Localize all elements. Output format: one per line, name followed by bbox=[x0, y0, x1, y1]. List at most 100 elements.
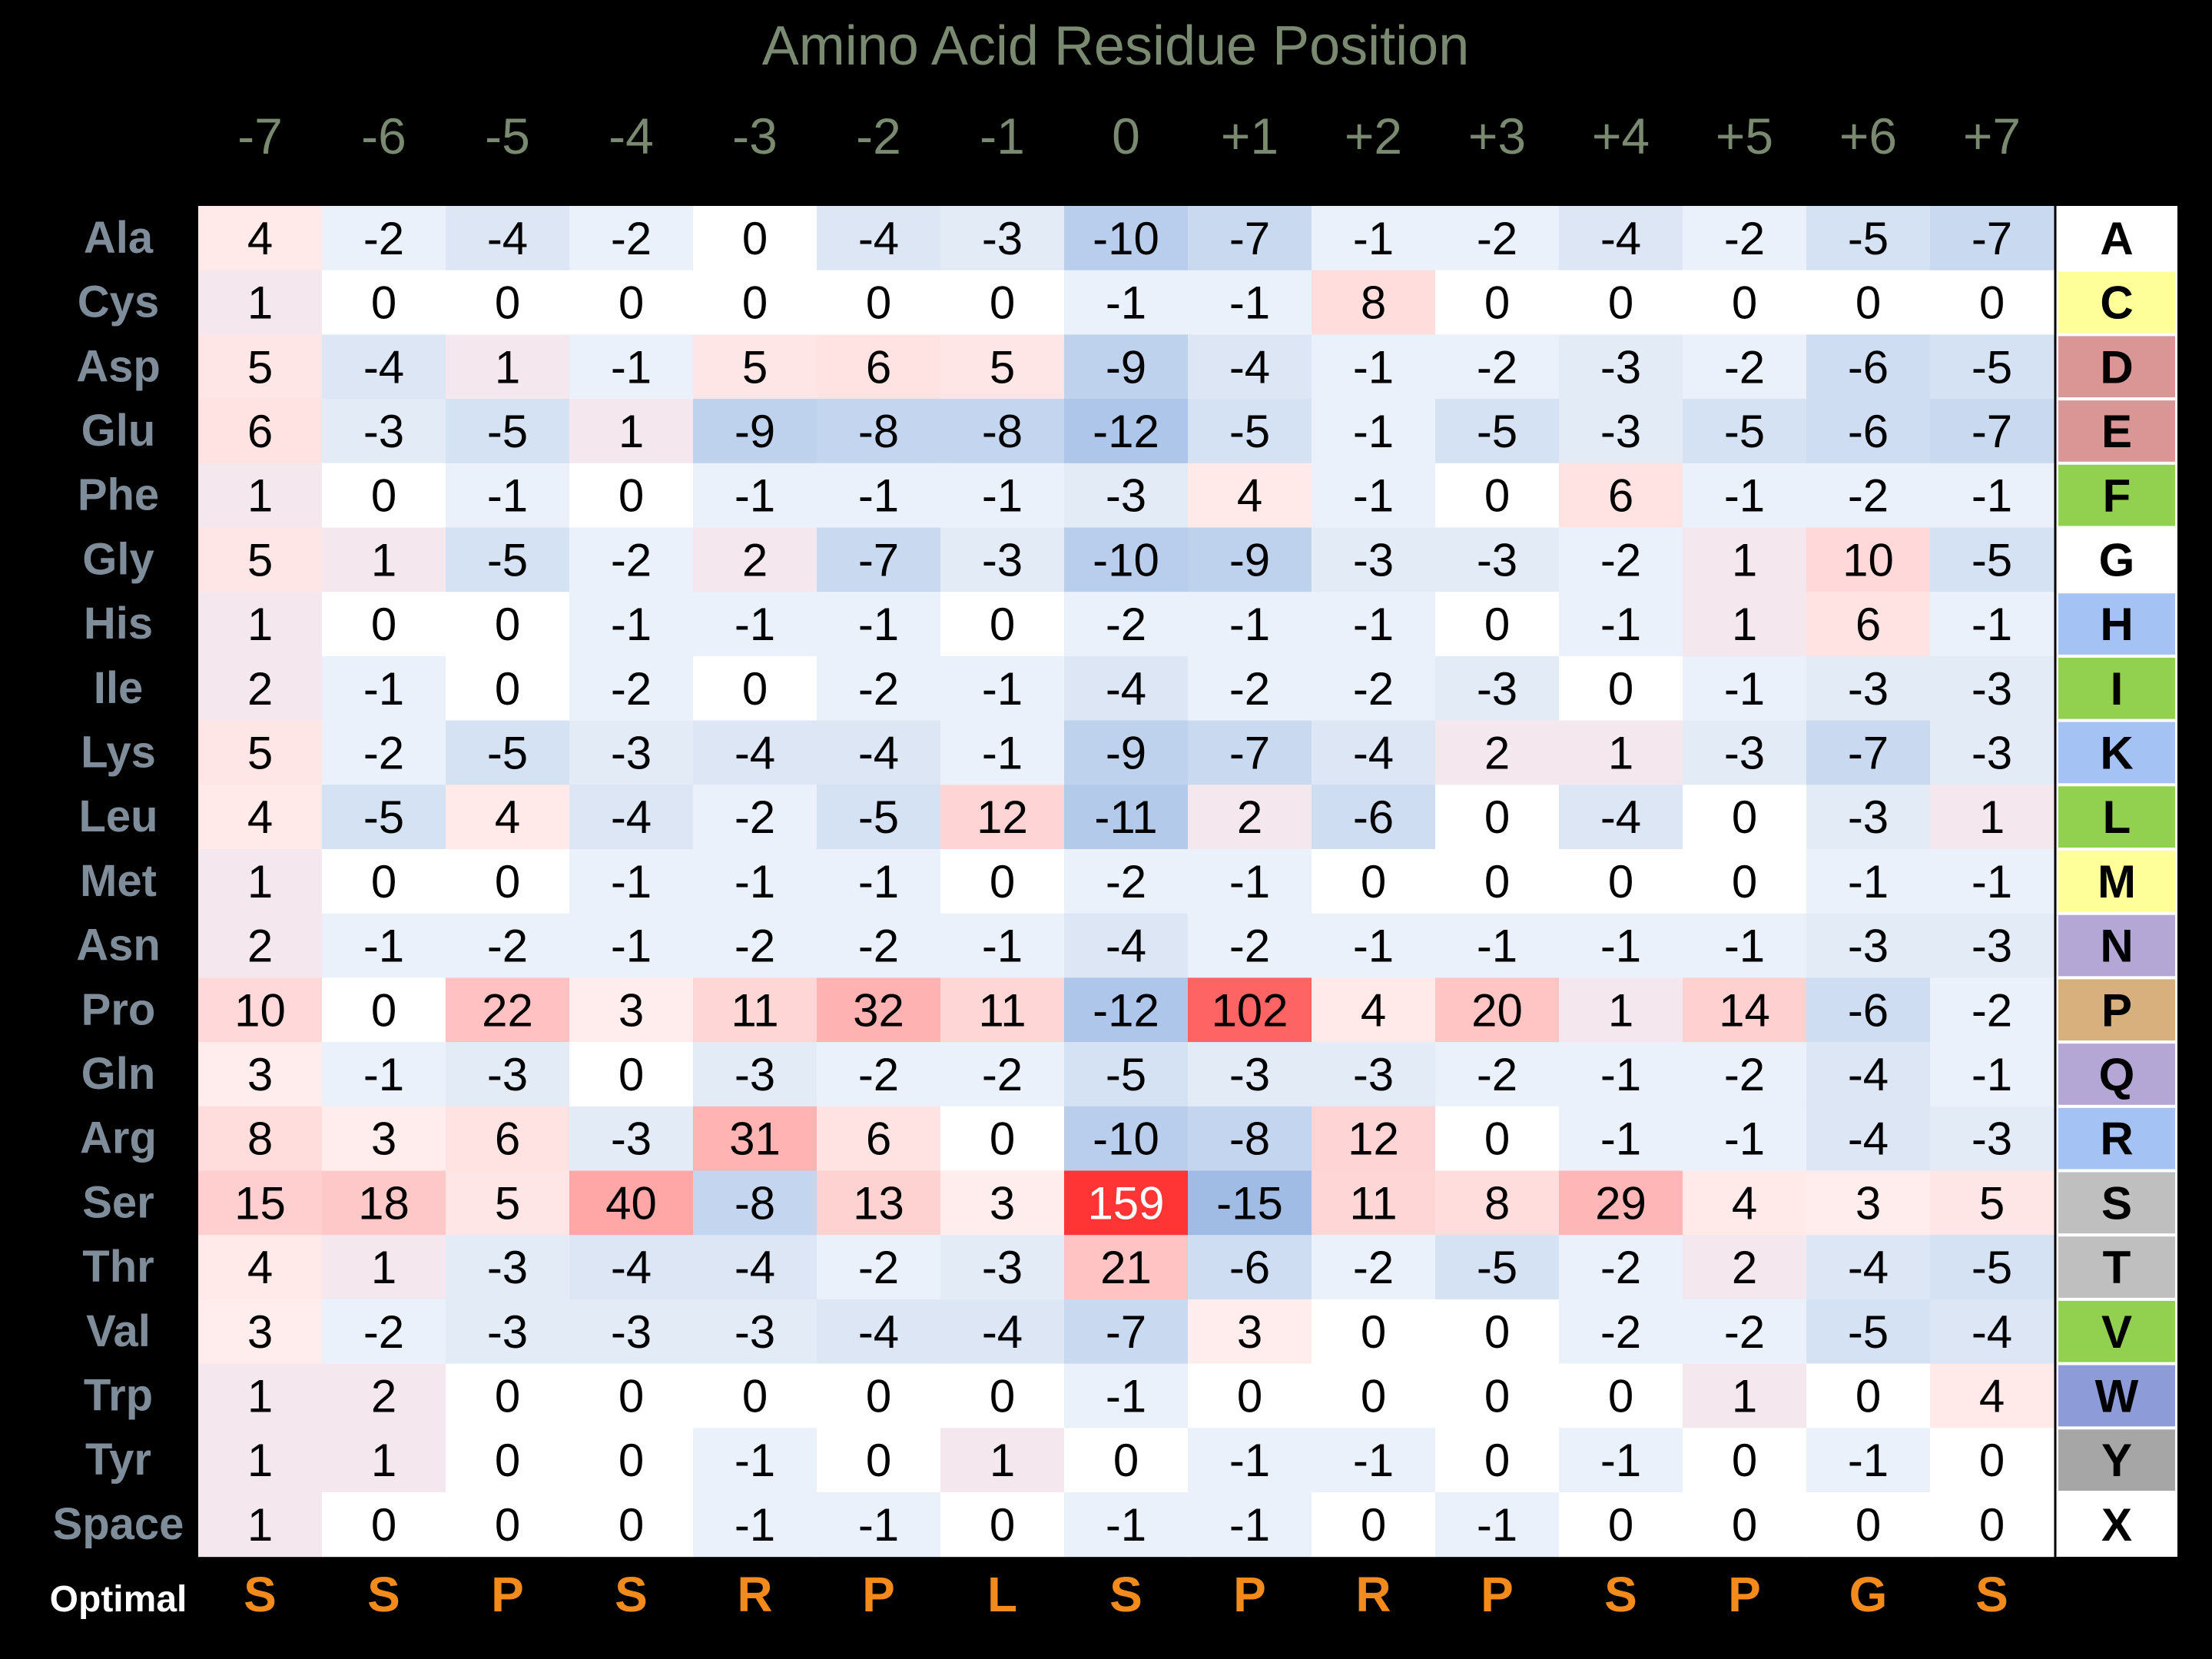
cell-value: -3 bbox=[735, 1306, 775, 1358]
cell-value: -9 bbox=[1106, 727, 1146, 778]
cell-value: 2 bbox=[1237, 791, 1262, 843]
heatmap-cell bbox=[1435, 270, 1560, 335]
cell-value: -1 bbox=[1477, 921, 1517, 972]
residue-label: Pro bbox=[81, 984, 156, 1034]
cell-value: -1 bbox=[735, 1435, 775, 1486]
heatmap-cell bbox=[940, 527, 1065, 592]
cell-value: 1 bbox=[247, 1435, 273, 1486]
cell-value: -1 bbox=[1972, 856, 2012, 907]
heatmap-cell bbox=[198, 1299, 323, 1365]
cell-value: -7 bbox=[1106, 1306, 1146, 1358]
cell-value: -4 bbox=[1353, 727, 1394, 778]
cell-value: 3 bbox=[247, 1049, 273, 1100]
heatmap-cell bbox=[1435, 334, 1560, 400]
heatmap-cell bbox=[1435, 655, 1560, 722]
heatmap-cell bbox=[1064, 785, 1189, 850]
residue-label: Asn bbox=[76, 921, 161, 971]
heatmap-cell bbox=[1064, 913, 1189, 978]
heatmap-cell bbox=[1930, 527, 2054, 592]
heatmap-cell bbox=[1064, 655, 1189, 722]
heatmap-cell bbox=[1806, 785, 1931, 850]
optimal-residue: S bbox=[1109, 1567, 1142, 1622]
cell-value: -6 bbox=[1848, 406, 1889, 457]
cell-value: -3 bbox=[1229, 1049, 1270, 1100]
position-label: +7 bbox=[1963, 108, 2021, 164]
heatmap-cell bbox=[446, 1235, 570, 1300]
cell-value: -1 bbox=[1106, 1370, 1146, 1422]
heatmap-cell bbox=[446, 1363, 570, 1428]
position-label: +4 bbox=[1592, 108, 1650, 164]
heatmap-cell bbox=[817, 785, 941, 850]
cell-value: -1 bbox=[1229, 599, 1270, 650]
cell-value: -1 bbox=[363, 663, 404, 715]
heatmap-cell bbox=[1930, 334, 2054, 400]
heatmap-cell bbox=[1312, 1492, 1436, 1558]
cell-value: 1 bbox=[371, 534, 396, 586]
cell-value: -3 bbox=[1972, 921, 2012, 972]
heatmap-cell bbox=[446, 270, 570, 335]
cell-value: -9 bbox=[1106, 341, 1146, 393]
residue-code: T bbox=[2103, 1242, 2131, 1293]
cell-value: 0 bbox=[742, 213, 768, 264]
heatmap-cell bbox=[1435, 399, 1560, 464]
heatmap-cell bbox=[1806, 913, 1931, 978]
heatmap-cell bbox=[1806, 527, 1931, 592]
cell-value: -2 bbox=[982, 1049, 1023, 1100]
cell-value: -2 bbox=[1229, 663, 1270, 715]
cell-value: -4 bbox=[1848, 1049, 1889, 1100]
heatmap-cell bbox=[322, 463, 446, 528]
cell-value: -3 bbox=[1972, 1113, 2012, 1165]
residue-code: Q bbox=[2099, 1049, 2135, 1100]
cell-value: -1 bbox=[735, 599, 775, 650]
position-label: -7 bbox=[237, 108, 283, 164]
heatmap-cell bbox=[1559, 1299, 1683, 1365]
cell-value: 1 bbox=[371, 1435, 396, 1486]
heatmap-cell bbox=[198, 334, 323, 400]
cell-value: -4 bbox=[1600, 791, 1641, 843]
heatmap-cell bbox=[1806, 334, 1931, 400]
heatmap-cell bbox=[940, 720, 1065, 785]
position-label: 0 bbox=[1112, 108, 1140, 164]
heatmap-cell bbox=[1683, 1492, 1807, 1558]
heatmap-cell bbox=[569, 849, 694, 914]
heatmap-cell bbox=[1312, 1170, 1436, 1236]
optimal-residue: P bbox=[862, 1567, 895, 1622]
heatmap-cell bbox=[569, 270, 694, 335]
cell-value: 15 bbox=[234, 1177, 286, 1229]
residue-label: Gly bbox=[82, 534, 154, 584]
cell-value: -1 bbox=[1724, 921, 1765, 972]
heatmap-cell bbox=[198, 206, 323, 271]
cell-value: 4 bbox=[247, 791, 273, 843]
cell-value: 0 bbox=[618, 277, 644, 329]
heatmap-cell bbox=[1683, 1299, 1807, 1365]
cell-value: 0 bbox=[618, 1049, 644, 1100]
cell-value: -5 bbox=[1972, 1242, 2012, 1293]
cell-value: 3 bbox=[990, 1177, 1015, 1229]
heatmap-cell bbox=[817, 334, 941, 400]
cell-value: -1 bbox=[858, 856, 899, 907]
cell-value: -6 bbox=[1353, 791, 1394, 843]
cell-value: 0 bbox=[742, 1370, 768, 1422]
heatmap-cell bbox=[1806, 1106, 1931, 1171]
cell-value: -3 bbox=[611, 1306, 652, 1358]
cell-value: 1 bbox=[618, 406, 644, 457]
cell-value: -10 bbox=[1093, 213, 1159, 264]
cell-value: 0 bbox=[1484, 470, 1510, 522]
cell-value: 0 bbox=[1608, 663, 1633, 715]
heatmap-cell bbox=[1188, 1235, 1312, 1300]
cell-value: -1 bbox=[1353, 406, 1394, 457]
cell-value: 11 bbox=[1349, 1177, 1397, 1229]
cell-value: 0 bbox=[618, 470, 644, 522]
heatmap-cell bbox=[1683, 913, 1807, 978]
heatmap-cell bbox=[817, 1042, 941, 1107]
position-label: -3 bbox=[732, 108, 778, 164]
heatmap-cell bbox=[1930, 1170, 2054, 1236]
cell-value: -2 bbox=[858, 1242, 899, 1293]
heatmap-cell bbox=[198, 849, 323, 914]
cell-value: 8 bbox=[1361, 277, 1386, 329]
cell-value: -3 bbox=[1477, 534, 1517, 586]
heatmap-cell bbox=[693, 849, 817, 914]
heatmap-cell bbox=[198, 1106, 323, 1171]
cell-value: -3 bbox=[982, 1242, 1023, 1293]
